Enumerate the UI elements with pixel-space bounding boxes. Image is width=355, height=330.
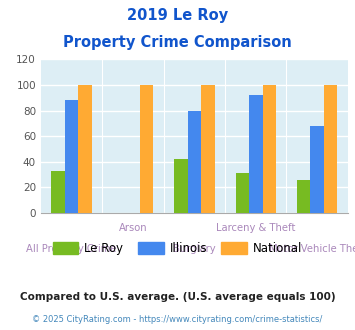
Legend: Le Roy, Illinois, National: Le Roy, Illinois, National: [48, 237, 307, 260]
Bar: [174, 159, 187, 213]
Text: Arson: Arson: [119, 223, 147, 233]
Text: Burglary: Burglary: [173, 244, 216, 254]
Text: Compared to U.S. average. (U.S. average equals 100): Compared to U.S. average. (U.S. average …: [20, 292, 335, 302]
Bar: [51, 171, 65, 213]
Bar: [310, 126, 324, 213]
Bar: [201, 85, 215, 213]
Bar: [324, 85, 338, 213]
Text: Motor Vehicle Theft: Motor Vehicle Theft: [269, 244, 355, 254]
Text: Larceny & Theft: Larceny & Theft: [216, 223, 295, 233]
Bar: [263, 85, 276, 213]
Bar: [297, 180, 310, 213]
Bar: [65, 100, 78, 213]
Text: All Property Crime: All Property Crime: [26, 244, 117, 254]
Text: © 2025 CityRating.com - https://www.cityrating.com/crime-statistics/: © 2025 CityRating.com - https://www.city…: [32, 315, 323, 324]
Bar: [187, 111, 201, 213]
Bar: [140, 85, 153, 213]
Bar: [235, 173, 249, 213]
Bar: [249, 95, 263, 213]
Text: 2019 Le Roy: 2019 Le Roy: [127, 8, 228, 23]
Bar: [78, 85, 92, 213]
Text: Property Crime Comparison: Property Crime Comparison: [63, 35, 292, 50]
